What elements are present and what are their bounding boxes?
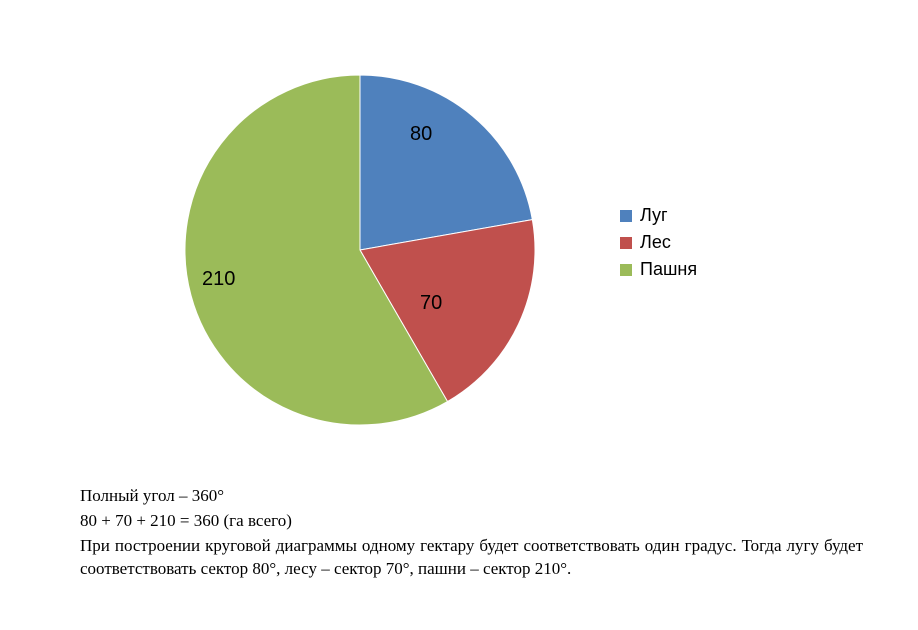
legend-label-1: Лес [640, 232, 671, 253]
legend-label-2: Пашня [640, 259, 697, 280]
slice-label-2: 210 [202, 268, 235, 291]
legend-swatch-2 [620, 264, 632, 276]
caption-line-0: Полный угол – 360° [80, 485, 863, 508]
legend-item-1: Лес [620, 232, 697, 253]
legend-label-0: Луг [640, 205, 668, 226]
caption-block: Полный угол – 360° 80 + 70 + 210 = 360 (… [80, 485, 863, 583]
legend: Луг Лес Пашня [620, 205, 697, 286]
caption-line-2: При построении круговой диаграммы одному… [80, 535, 863, 581]
legend-item-2: Пашня [620, 259, 697, 280]
page: 80 70 210 Луг Лес Пашня Полный угол – 36… [0, 0, 918, 630]
slice-label-0: 80 [410, 123, 432, 146]
legend-swatch-1 [620, 237, 632, 249]
pie-svg [180, 70, 540, 430]
chart-area: 80 70 210 Луг Лес Пашня [0, 40, 918, 460]
caption-line-1: 80 + 70 + 210 = 360 (га всего) [80, 510, 863, 533]
slice-label-1: 70 [420, 292, 442, 315]
legend-item-0: Луг [620, 205, 697, 226]
legend-swatch-0 [620, 210, 632, 222]
pie-chart: 80 70 210 [180, 70, 540, 430]
